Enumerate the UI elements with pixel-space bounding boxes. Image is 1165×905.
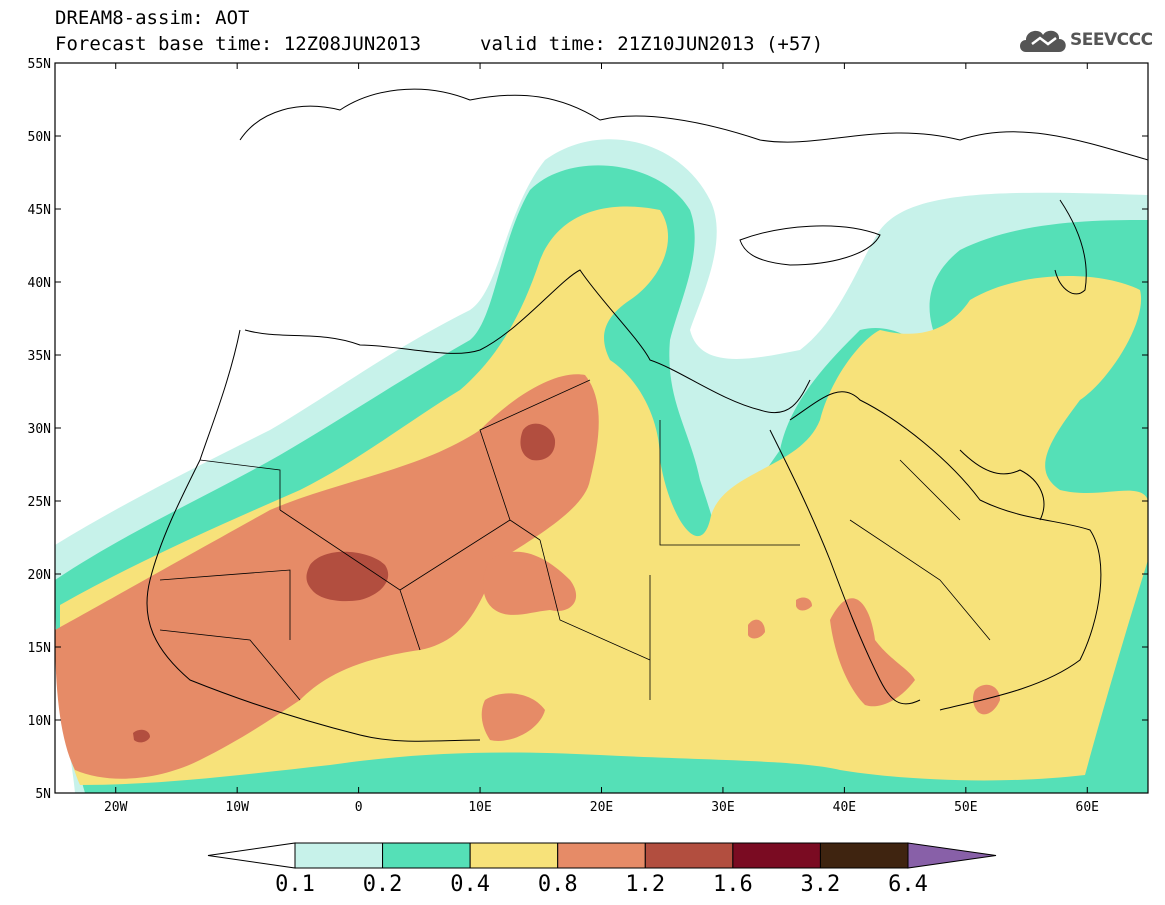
colorbar-max-arrow <box>907 842 997 869</box>
lat-tick-label: 45N <box>28 203 51 218</box>
map-title: DREAM8-assim: AOT <box>55 7 250 29</box>
aot-band-0.8-sudan <box>748 619 765 639</box>
aot-band-0.8-nigeria <box>481 693 545 741</box>
lat-tick-label: 15N <box>28 641 51 656</box>
cloud-logo-icon <box>1020 30 1066 52</box>
lat-tick-label: 5N <box>35 787 51 802</box>
lat-tick-label: 40N <box>28 276 51 291</box>
lat-axis: 55N 50N 45N 40N 35N 30N 25N 20N 15N 10N 5N <box>28 57 1148 802</box>
borders-west-africa <box>159 459 301 701</box>
lat-tick-label: 25N <box>28 495 51 510</box>
aot-band-1.2-senegal <box>133 729 150 743</box>
colorbar-segment <box>644 842 734 869</box>
colorbar-label: 1.6 <box>712 872 753 897</box>
lat-tick-label: 35N <box>28 349 51 364</box>
seevccc-logo: SEEVCCC <box>1018 24 1153 56</box>
aot-band-0.8-east <box>830 598 915 707</box>
lon-tick-label: 10W <box>225 800 249 815</box>
coastline-black-sea <box>739 225 881 266</box>
lon-tick-label: 30E <box>711 800 734 815</box>
colorbar-label: 0.4 <box>450 872 491 897</box>
aot-band-1.2-libya <box>520 423 556 461</box>
coastline-africa-west <box>146 329 481 742</box>
colorbar-segment <box>732 842 821 869</box>
aot-band-1.2-mali <box>306 551 389 602</box>
lon-tick-label: 60E <box>1076 800 1099 815</box>
colorbar-segment <box>469 842 559 869</box>
aot-band-0.8-sudan2 <box>796 597 812 611</box>
lat-tick-label: 30N <box>28 422 51 437</box>
lon-axis: 20W 10W 0 10E 20E 30E 40E 50E 60E <box>104 63 1099 815</box>
forecast-base-time: Forecast base time: 12Z08JUN2013 <box>55 33 422 55</box>
valid-time: valid time: 21Z10JUN2013 (+57) <box>480 33 824 55</box>
colorbar-segment <box>557 842 646 869</box>
coastline-caspian <box>1054 199 1087 295</box>
coastline-arabia <box>789 391 1102 711</box>
aot-contours <box>55 63 1148 793</box>
lon-tick-label: 20E <box>590 800 613 815</box>
aot-band-0.8-somalia <box>973 684 1000 715</box>
colorbar-label: 3.2 <box>800 872 841 897</box>
colorbar-label: 1.2 <box>625 872 666 897</box>
colorbar-label: 0.1 <box>275 872 315 897</box>
colorbar-label: 0.8 <box>537 872 578 897</box>
coastline-red-sea <box>769 429 921 705</box>
colorbar-segment <box>294 842 384 869</box>
lat-tick-label: 10N <box>28 714 51 729</box>
coastline-europe <box>239 88 1148 161</box>
lon-tick-label: 20W <box>104 800 128 815</box>
colorbar-segment <box>819 842 909 869</box>
colorbar-label: 6.4 <box>888 872 928 897</box>
colorbar-label: 0.2 <box>362 872 403 897</box>
aot-band-0.8-chad <box>483 551 577 615</box>
coastline-mediterranean <box>244 269 811 414</box>
borders-sahara <box>279 379 800 700</box>
lon-tick-label: 10E <box>468 800 491 815</box>
lon-tick-label: 40E <box>833 800 856 815</box>
coastline-gulf <box>959 449 1045 521</box>
borders-arabia <box>849 459 991 641</box>
logo-text: SEEVCCC <box>1070 30 1153 50</box>
colorbar <box>207 842 997 869</box>
lat-tick-label: 50N <box>28 130 51 145</box>
lat-tick-label: 20N <box>28 568 51 583</box>
lon-tick-label: 0 <box>355 800 363 815</box>
lon-tick-label: 50E <box>954 800 977 815</box>
lat-tick-label: 55N <box>28 57 51 72</box>
colorbar-min-arrow <box>207 842 296 869</box>
colorbar-segment <box>382 842 471 869</box>
